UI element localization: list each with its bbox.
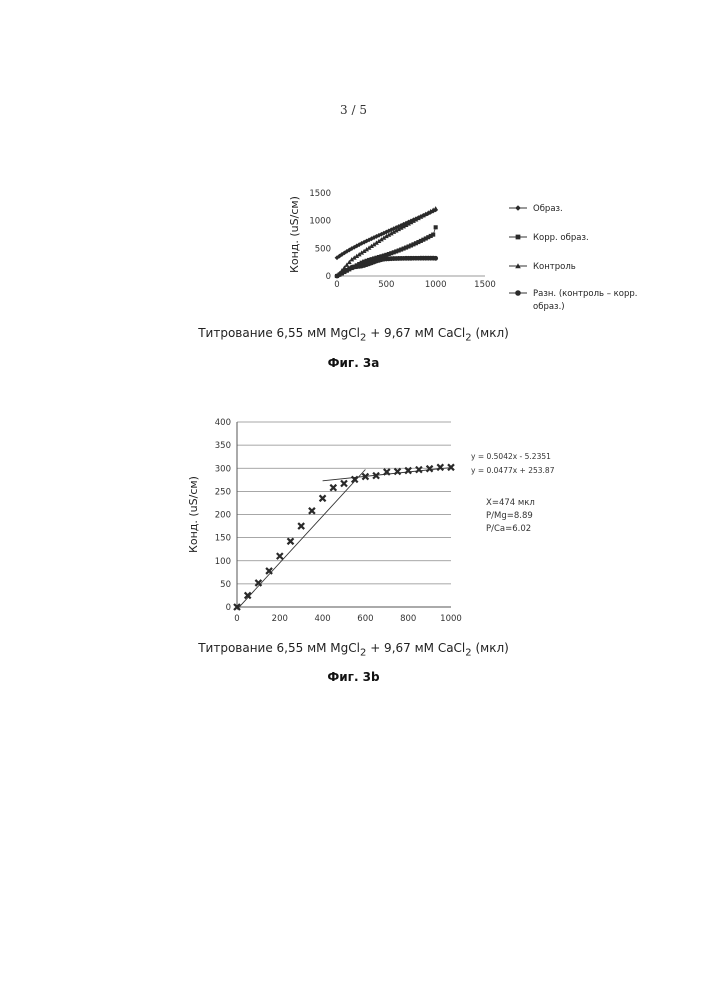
chart-3a-xlabel-part: + 9,67 мМ CaCl: [366, 326, 465, 340]
figure-3b-caption: Фиг. 3b: [0, 670, 707, 684]
legend-marker: [515, 205, 521, 211]
chart-3b-xlabel-part: + 9,67 мМ CaCl: [366, 641, 465, 655]
y-tick-label: 1000: [309, 217, 331, 227]
data-point: [266, 568, 272, 574]
data-point: [288, 538, 294, 544]
data-point: [433, 206, 438, 210]
legend-label: Разн. (контроль – корр.: [533, 289, 638, 299]
data-point: [395, 468, 401, 474]
y-tick-label: 500: [315, 244, 331, 254]
chart-3b-xlabel-part: (мкл): [472, 641, 509, 655]
legend-label: Корр. образ.: [533, 233, 589, 243]
trendline-equation: y = 0.0477x + 253.87: [471, 466, 555, 475]
chart-3b-xlabel: Титрование 6,55 мМ MgCl2 + 9,67 мМ CaCl2…: [0, 641, 707, 658]
y-tick-label: 200: [215, 511, 231, 521]
trendline: [237, 470, 365, 610]
chart-3b-xlabel-part: Титрование 6,55 мМ MgCl: [198, 641, 360, 655]
x-tick-label: 1000: [440, 614, 462, 624]
chart-3a-xlabel-part: (мкл): [472, 326, 509, 340]
data-point: [416, 467, 422, 473]
legend-label: Контроль: [533, 262, 576, 272]
y-tick-label: 0: [326, 272, 331, 282]
y-tick-label: 150: [215, 534, 231, 544]
y-tick-label: 400: [215, 418, 231, 428]
y-axis-label: Конд. (uS/см): [187, 476, 200, 553]
data-point: [298, 523, 304, 529]
x-tick-label: 0: [334, 280, 339, 290]
chart-3b: 0 50 100 150 200 250 300 350 400 0 200 400 600 800 100…: [0, 410, 707, 630]
data-point: [434, 225, 438, 229]
y-axis-label: Конд. (uS/см): [288, 196, 301, 273]
legend-label: образ.): [533, 302, 565, 312]
y-tick-label: 250: [215, 487, 231, 497]
x-tick-label: 0: [234, 614, 239, 624]
data-point: [277, 553, 283, 559]
figure-3a-caption: Фиг. 3а: [0, 356, 707, 370]
data-point: [255, 580, 261, 586]
y-tick-label: 50: [220, 580, 231, 590]
x-tick-label: 1000: [425, 280, 447, 290]
x-tick-label: 400: [314, 614, 330, 624]
page-number: 3 / 5: [0, 103, 707, 117]
annotation: P/Mg=8.89: [486, 511, 533, 521]
y-tick-label: 350: [215, 441, 231, 451]
data-point: [330, 485, 336, 491]
data-point: [320, 495, 326, 501]
annotation: P/Ca=6.02: [486, 524, 531, 534]
y-tick-label: 300: [215, 464, 231, 474]
legend-label: Образ.: [533, 204, 563, 214]
y-tick-label: 0: [226, 603, 231, 613]
x-tick-label: 500: [378, 280, 394, 290]
x-tick-label: 1500: [474, 280, 496, 290]
data-point: [341, 481, 347, 487]
x-tick-label: 200: [272, 614, 288, 624]
chart-3a: 0 500 1000 1500 0 500 1000 1500 Конд. (uS/см) Обр…: [0, 180, 707, 320]
legend-marker: [515, 290, 521, 296]
y-tick-label: 1500: [309, 189, 331, 199]
x-tick-label: 600: [357, 614, 373, 624]
annotation: X=474 мкл: [486, 498, 535, 508]
x-tick-label: 800: [400, 614, 416, 624]
data-point: [309, 508, 315, 514]
data-point: [437, 464, 443, 470]
data-point: [427, 466, 433, 472]
legend-marker: [516, 235, 521, 240]
chart-3a-xlabel: Титрование 6,55 мМ MgCl2 + 9,67 мМ CaCl2…: [0, 326, 707, 343]
data-point: [431, 233, 435, 237]
chart-3a-xlabel-part: Титрование 6,55 мМ MgCl: [198, 326, 360, 340]
data-point: [433, 256, 438, 261]
y-tick-label: 100: [215, 557, 231, 567]
trendline-equation: y = 0.5042x - 5.2351: [471, 452, 551, 461]
